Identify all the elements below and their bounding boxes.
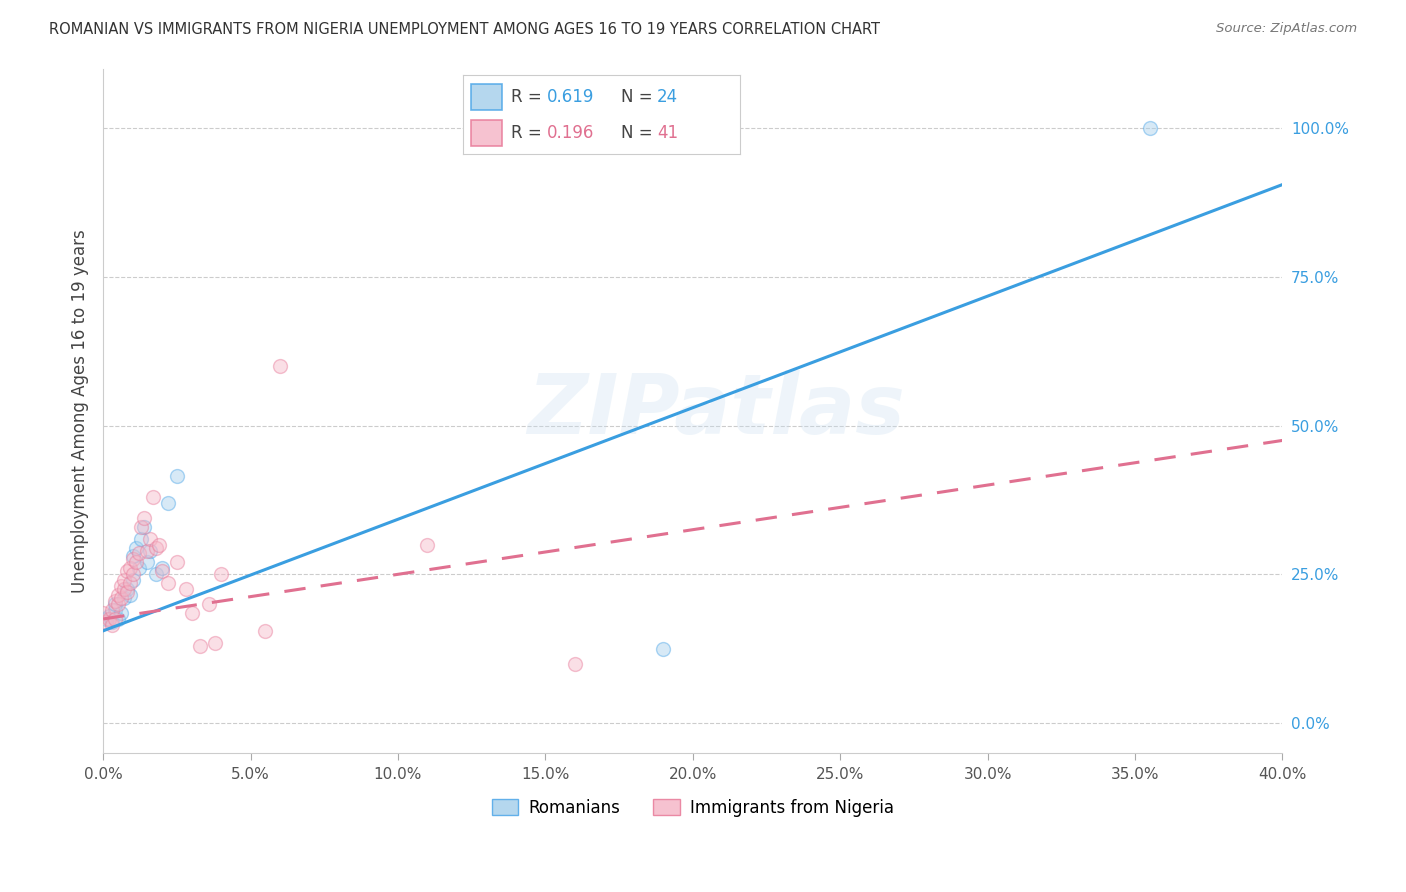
Point [145,567,167,582]
Point [269,359,291,373]
Point [110,606,132,620]
Point [254,624,277,638]
Point [115,565,138,579]
Point [148,537,170,551]
Point [98,612,121,626]
Point [104,594,127,608]
Point [166,556,188,570]
Point [142,490,165,504]
Point [131,532,153,546]
Point [101,615,124,629]
Point [156,496,179,510]
Point [118,561,141,575]
Point [150,561,173,575]
Legend: Romanians, Immigrants from Nigeria: Romanians, Immigrants from Nigeria [485,792,901,823]
Point [124,556,146,570]
Point [98,609,121,624]
Point [94,615,117,629]
Point [110,591,132,606]
Point [209,567,232,582]
Text: Source: ZipAtlas.com: Source: ZipAtlas.com [1216,22,1357,36]
Point [104,612,127,626]
Text: ROMANIAN VS IMMIGRANTS FROM NIGERIA UNEMPLOYMENT AMONG AGES 16 TO 19 YEARS CORRE: ROMANIAN VS IMMIGRANTS FROM NIGERIA UNEM… [49,22,880,37]
Point [115,582,138,597]
Point [101,603,124,617]
Point [131,519,153,533]
Point [128,561,150,575]
Point [136,556,159,570]
Point [564,657,586,671]
Point [134,519,156,533]
Point [94,612,117,626]
Point [112,582,135,597]
Point [145,541,167,555]
Point [107,597,129,611]
Point [136,543,159,558]
Point [118,576,141,591]
Point [104,603,127,617]
Point [150,565,173,579]
Point [204,636,226,650]
Point [101,618,124,632]
Point [174,582,197,597]
Point [128,546,150,560]
Point [107,612,129,626]
Point [190,639,212,653]
Point [121,574,143,588]
Point [139,532,162,546]
Point [121,549,143,564]
Point [416,537,439,551]
Point [198,597,221,611]
Y-axis label: Unemployment Among Ages 16 to 19 years: Unemployment Among Ages 16 to 19 years [72,229,89,592]
Point [652,641,675,656]
Point [115,585,138,599]
Point [91,606,114,620]
Point [1139,121,1161,136]
Point [110,579,132,593]
Point [121,567,143,582]
Point [112,574,135,588]
Point [166,469,188,483]
Point [118,588,141,602]
Text: ZIPatlas: ZIPatlas [527,370,905,451]
Point [124,541,146,555]
Point [180,606,202,620]
Point [112,591,135,606]
Point [121,552,143,566]
Point [134,510,156,524]
Point [156,576,179,591]
Point [107,588,129,602]
Point [104,597,127,611]
Point [139,543,162,558]
